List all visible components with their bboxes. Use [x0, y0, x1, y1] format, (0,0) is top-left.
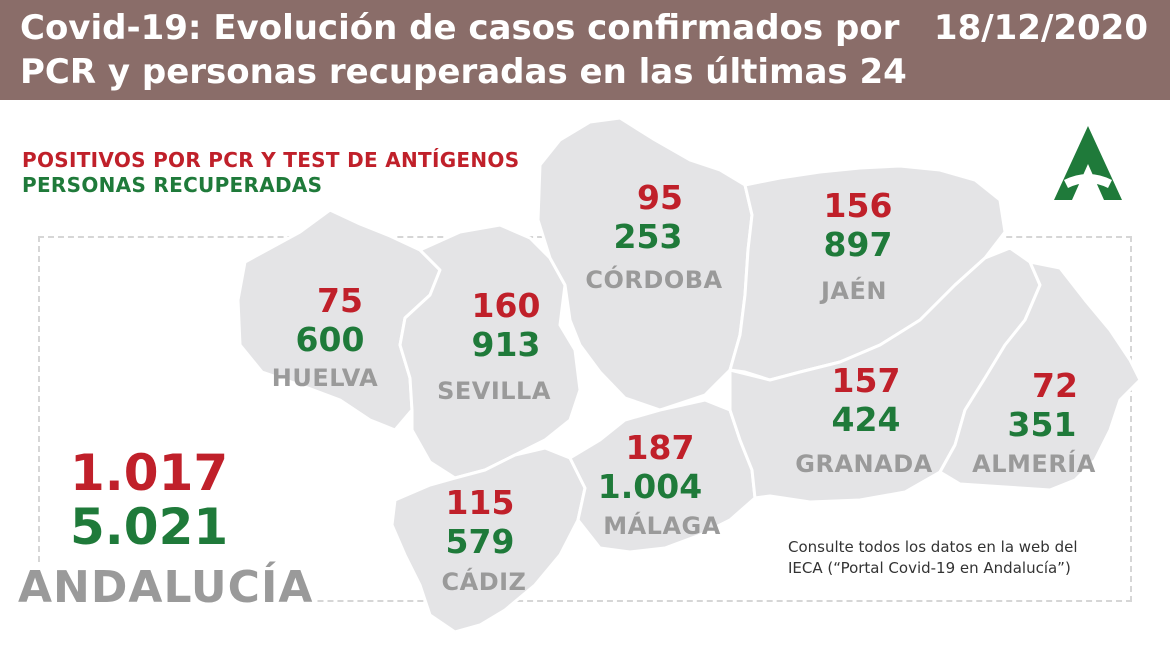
cadiz-positives: 115	[445, 483, 515, 522]
province-shape-almeria	[938, 260, 1142, 492]
report-date: 18/12/2020	[933, 8, 1148, 48]
cordoba-label: CÓRDOBA	[585, 266, 723, 294]
cadiz-recovered: 579	[445, 522, 515, 561]
malaga-recovered: 1.004	[597, 467, 703, 506]
sevilla-positives: 160	[471, 286, 541, 325]
malaga-label: MÁLAGA	[603, 512, 721, 540]
almeria-recovered: 351	[1007, 405, 1077, 444]
malaga-positives: 187	[625, 428, 695, 467]
jaen-recovered: 897	[823, 225, 893, 264]
almeria-label: ALMERÍA	[972, 450, 1096, 478]
jaen-label: JAÉN	[821, 277, 887, 305]
huelva-recovered: 600	[295, 320, 365, 359]
granada-positives: 157	[831, 361, 901, 400]
sevilla-label: SEVILLA	[437, 377, 551, 405]
cordoba-positives: 95	[637, 178, 683, 217]
header-bar: Covid-19: Evolución de casos confirmados…	[0, 0, 1170, 136]
region-label: ANDALUCÍA	[14, 562, 318, 613]
sevilla-recovered: 913	[471, 325, 541, 364]
province-shape-cadiz	[390, 446, 587, 634]
cadiz-label: CÁDIZ	[441, 568, 527, 596]
page-title: Covid-19: Evolución de casos confirmados…	[20, 8, 907, 136]
almeria-positives: 72	[1032, 366, 1078, 405]
granada-recovered: 424	[831, 400, 901, 439]
legend-recovered: PERSONAS RECUPERADAS	[22, 173, 323, 197]
total-recovered: 5.021	[70, 498, 229, 556]
total-positives: 1.017	[70, 444, 229, 502]
junta-andalucia-logo-icon	[1054, 126, 1122, 200]
granada-label: GRANADA	[795, 450, 933, 478]
footnote: Consulte todos los datos en la web del I…	[788, 538, 1078, 577]
huelva-label: HUELVA	[271, 364, 379, 392]
cordoba-recovered: 253	[613, 217, 683, 256]
huelva-positives: 75	[317, 281, 363, 320]
jaen-positives: 156	[823, 186, 893, 225]
legend-positives: POSITIVOS POR PCR Y TEST DE ANTÍGENOS	[22, 148, 520, 172]
